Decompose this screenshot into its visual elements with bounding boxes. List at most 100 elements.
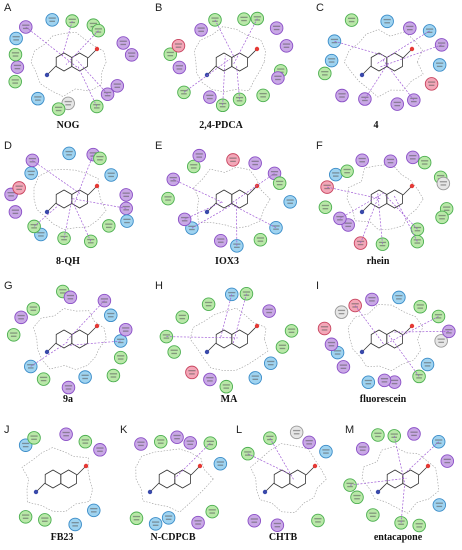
ring-bond [174, 469, 191, 489]
panel-letter: D [4, 140, 12, 152]
residue-label-mark [361, 96, 369, 98]
oxygen-atom [425, 463, 431, 469]
residue-label-mark [438, 45, 445, 47]
hydrogen-bond [393, 435, 406, 486]
residue-label-mark [242, 291, 251, 293]
residue-label-mark [195, 153, 203, 155]
panel-letter: J [4, 424, 10, 436]
residue-label-mark [356, 240, 365, 243]
residue-label-mark [282, 43, 291, 45]
compound-name: IOX3 [215, 256, 239, 267]
residue-label-mark [166, 51, 174, 54]
residue-label-mark [178, 314, 186, 317]
residue-label-mark [187, 443, 194, 445]
hydrophobic-residue [205, 504, 219, 519]
residue-label-mark [354, 498, 360, 500]
ligand-structure [44, 323, 100, 355]
residue-disc [283, 195, 297, 209]
hydrogen-bond [392, 331, 449, 333]
residue-label-mark [321, 71, 329, 73]
residue-disc [61, 380, 76, 395]
residue-label-mark [271, 174, 278, 176]
hydrogen-bond [382, 59, 415, 101]
residue-label-mark [197, 27, 205, 29]
bond [247, 186, 257, 196]
pocket-contour [33, 308, 107, 370]
residue-disc [27, 431, 41, 445]
residue-label-mark [195, 523, 201, 525]
hydrophobic-residue [8, 74, 22, 89]
hydrogen-bond [400, 485, 405, 523]
hydrophobic-residue [350, 490, 364, 505]
residue-label-mark [101, 301, 108, 303]
hydrophobic-residue [18, 510, 33, 524]
residue-label-mark [11, 52, 20, 54]
residue-label-mark [445, 328, 453, 331]
oxygen-atom [254, 183, 260, 189]
polar-residue [247, 514, 262, 528]
residue-label-mark [22, 514, 30, 516]
positive-residue [420, 357, 435, 372]
residue-label-mark [413, 226, 422, 229]
pocket-contour [21, 447, 93, 512]
residue-label-mark [16, 188, 22, 191]
positive-residue [87, 503, 101, 518]
polar-residue [333, 211, 347, 226]
residue-label-mark [122, 192, 130, 194]
residue-label-mark [365, 383, 372, 385]
residue-disc [78, 370, 92, 384]
hydrophobic-residue [163, 47, 178, 61]
ring-bond [71, 189, 88, 209]
residue-label-mark [275, 78, 281, 81]
hydrogen-bond [379, 44, 442, 68]
polar-residue [194, 23, 208, 37]
residue-disc [248, 371, 263, 385]
polar-residue [203, 372, 217, 387]
residue-label-mark [358, 157, 366, 160]
residue-disc [311, 513, 325, 528]
polar-residue [191, 515, 205, 530]
residue-label-mark [179, 317, 186, 320]
residue-label-mark [353, 494, 361, 497]
residue-label-mark [426, 28, 434, 30]
residue-label-mark [438, 341, 444, 343]
residue-label-mark [244, 451, 252, 453]
hydrophobic-residue [435, 210, 449, 225]
residue-disc [175, 310, 190, 324]
residue-label-mark [439, 181, 447, 183]
hydrogen-bond [65, 30, 99, 65]
residue-label-mark [339, 96, 345, 98]
residue-label-mark [305, 440, 313, 442]
residue-label-mark [266, 311, 272, 314]
panel-letter: K [120, 424, 128, 436]
hydrophobic-residue [272, 176, 287, 190]
hydrophobic-residue [154, 434, 168, 449]
polar-residue [61, 380, 76, 395]
positive-residue [24, 166, 38, 180]
residue-label-mark [164, 196, 172, 198]
residue-label-mark [30, 435, 38, 437]
residue-label-mark [414, 230, 421, 232]
residue-disc [329, 167, 343, 182]
residue-label-mark [344, 172, 350, 174]
nitrogen-atom [359, 72, 365, 78]
residue-label-mark [379, 244, 386, 247]
polar-residue [406, 150, 420, 165]
residue-disc [203, 90, 217, 104]
ring-bond [215, 329, 233, 349]
bond [207, 342, 217, 352]
residue-label-mark [435, 502, 443, 504]
polar-residue [279, 39, 294, 53]
residue-label-mark [12, 82, 19, 84]
residue-disc [262, 304, 276, 318]
residue-label-mark [87, 238, 95, 241]
residue-label-mark [194, 520, 202, 522]
hydrogen-bond [214, 19, 235, 58]
residue-label-mark [30, 224, 38, 226]
pocket-contour [30, 32, 107, 97]
residue-label-mark [208, 509, 216, 511]
residue-label-mark [17, 314, 25, 317]
positive-residue [45, 13, 59, 27]
hydrogen-bond [222, 55, 226, 106]
polar-residue [336, 360, 351, 374]
